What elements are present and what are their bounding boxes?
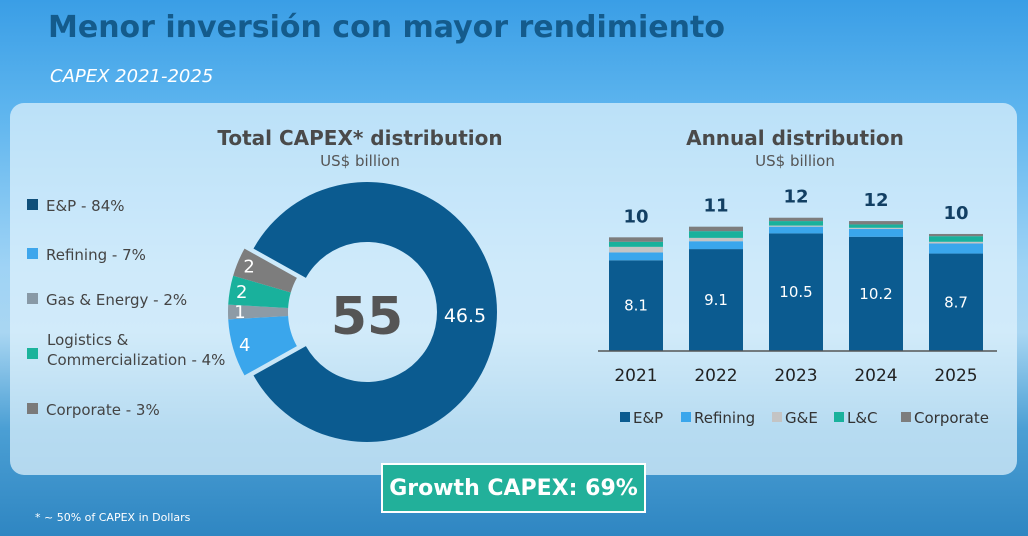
pie-center-total: 55: [331, 287, 403, 347]
bar-segment-lc-2024: [849, 224, 903, 228]
bar-title: Annual distribution: [686, 126, 904, 150]
pie-title: Total CAPEX* distribution: [217, 126, 503, 150]
bar-segment-ge-2022: [689, 237, 743, 242]
bar-value-label: 10.5: [779, 283, 812, 301]
bar-legend-swatch: [834, 412, 844, 422]
pie-slice-refining: [228, 315, 297, 376]
bar-subtitle: US$ billion: [755, 152, 835, 170]
pie-label: 2: [243, 256, 254, 277]
legend-corporate: Corporate - 3%: [27, 400, 160, 420]
bar-total-label: 12: [863, 190, 888, 211]
legend-ep: E&P - 84%: [27, 196, 125, 216]
bar-segment-ep-2022: [689, 249, 743, 351]
bar-legend-swatch: [681, 412, 691, 422]
x-tick-label: 2022: [694, 366, 737, 386]
bar-segment-ge-2024: [849, 227, 903, 229]
growth-capex-badge: Growth CAPEX: 69%: [381, 463, 646, 513]
pie-label: 1: [234, 302, 245, 323]
bar-total-label: 12: [783, 187, 808, 208]
pie-slice-lc: [228, 275, 291, 309]
pie-slice-corporate: [233, 248, 297, 293]
bar-segment-refining-2022: [689, 241, 743, 250]
bar-legend-swatch: [772, 412, 782, 422]
legend-refining: Refining - 7%: [27, 245, 146, 265]
slide-title: Menor inversión con mayor rendimiento: [48, 10, 725, 45]
bar-total-label: 10: [623, 206, 648, 227]
pie-label: 46.5: [444, 305, 486, 327]
legend-gas-energy: Gas & Energy - 2%: [27, 290, 187, 310]
x-tick-label: 2025: [934, 366, 977, 386]
bar-segment-corporate-2022: [689, 226, 743, 232]
bar-total-label: 10: [943, 203, 968, 224]
bar-legend-label: G&E: [785, 409, 818, 427]
bar-legend-label: L&C: [847, 409, 878, 427]
bar-value-label: 9.1: [704, 291, 728, 309]
bar-segment-refining-2025: [929, 243, 983, 254]
legend-swatch: [27, 403, 38, 414]
bar-segment-ge-2021: [609, 246, 663, 253]
bar-value-label: 8.1: [624, 297, 648, 315]
bar-legend-label: Refining: [694, 409, 755, 427]
bar-segment-corporate-2023: [769, 217, 823, 222]
bar-segment-ep-2023: [769, 233, 823, 351]
pie-slice-ge: [228, 304, 289, 320]
legend-swatch: [27, 293, 38, 304]
legend-swatch: [27, 348, 38, 359]
pie-label: 4: [239, 335, 250, 356]
bar-segment-corporate-2025: [929, 233, 983, 237]
x-tick-label: 2021: [614, 366, 657, 386]
legend-swatch: [27, 199, 38, 210]
bar-segment-ge-2023: [769, 225, 823, 227]
bar-segment-refining-2021: [609, 252, 663, 261]
pie-subtitle: US$ billion: [320, 152, 400, 170]
bar-segment-corporate-2024: [849, 221, 903, 225]
pie-slice-ep: [253, 181, 497, 442]
bar-legend-label: Corporate: [914, 409, 989, 427]
bar-total-label: 11: [703, 196, 728, 217]
bar-segment-ep-2021: [609, 260, 663, 351]
bar-segment-lc-2022: [689, 231, 743, 238]
bar-segment-lc-2023: [769, 221, 823, 226]
bar-segment-lc-2021: [609, 241, 663, 247]
footnote: * ~ 50% of CAPEX in Dollars: [35, 511, 191, 524]
bar-value-label: 8.7: [944, 293, 968, 311]
bar-legend-swatch: [901, 412, 911, 422]
bar-segment-corporate-2021: [609, 237, 663, 242]
slide-subtitle: CAPEX 2021-2025: [50, 66, 214, 87]
bar-segment-ep-2024: [849, 236, 903, 351]
bar-legend-label: E&P: [633, 409, 663, 427]
pie-label: 2: [236, 282, 247, 303]
legend-swatch: [27, 248, 38, 259]
bar-legend-swatch: [620, 412, 630, 422]
x-tick-label: 2024: [854, 366, 897, 386]
bar-segment-ep-2025: [929, 253, 983, 351]
legend-logistics: Logistics & Commercialization - 4%: [27, 330, 225, 370]
bar-segment-refining-2023: [769, 226, 823, 234]
bar-segment-ge-2025: [929, 241, 983, 244]
x-tick-label: 2023: [774, 366, 817, 386]
bar-segment-lc-2025: [929, 236, 983, 242]
bar-value-label: 10.2: [859, 285, 892, 303]
bar-segment-refining-2024: [849, 228, 903, 237]
